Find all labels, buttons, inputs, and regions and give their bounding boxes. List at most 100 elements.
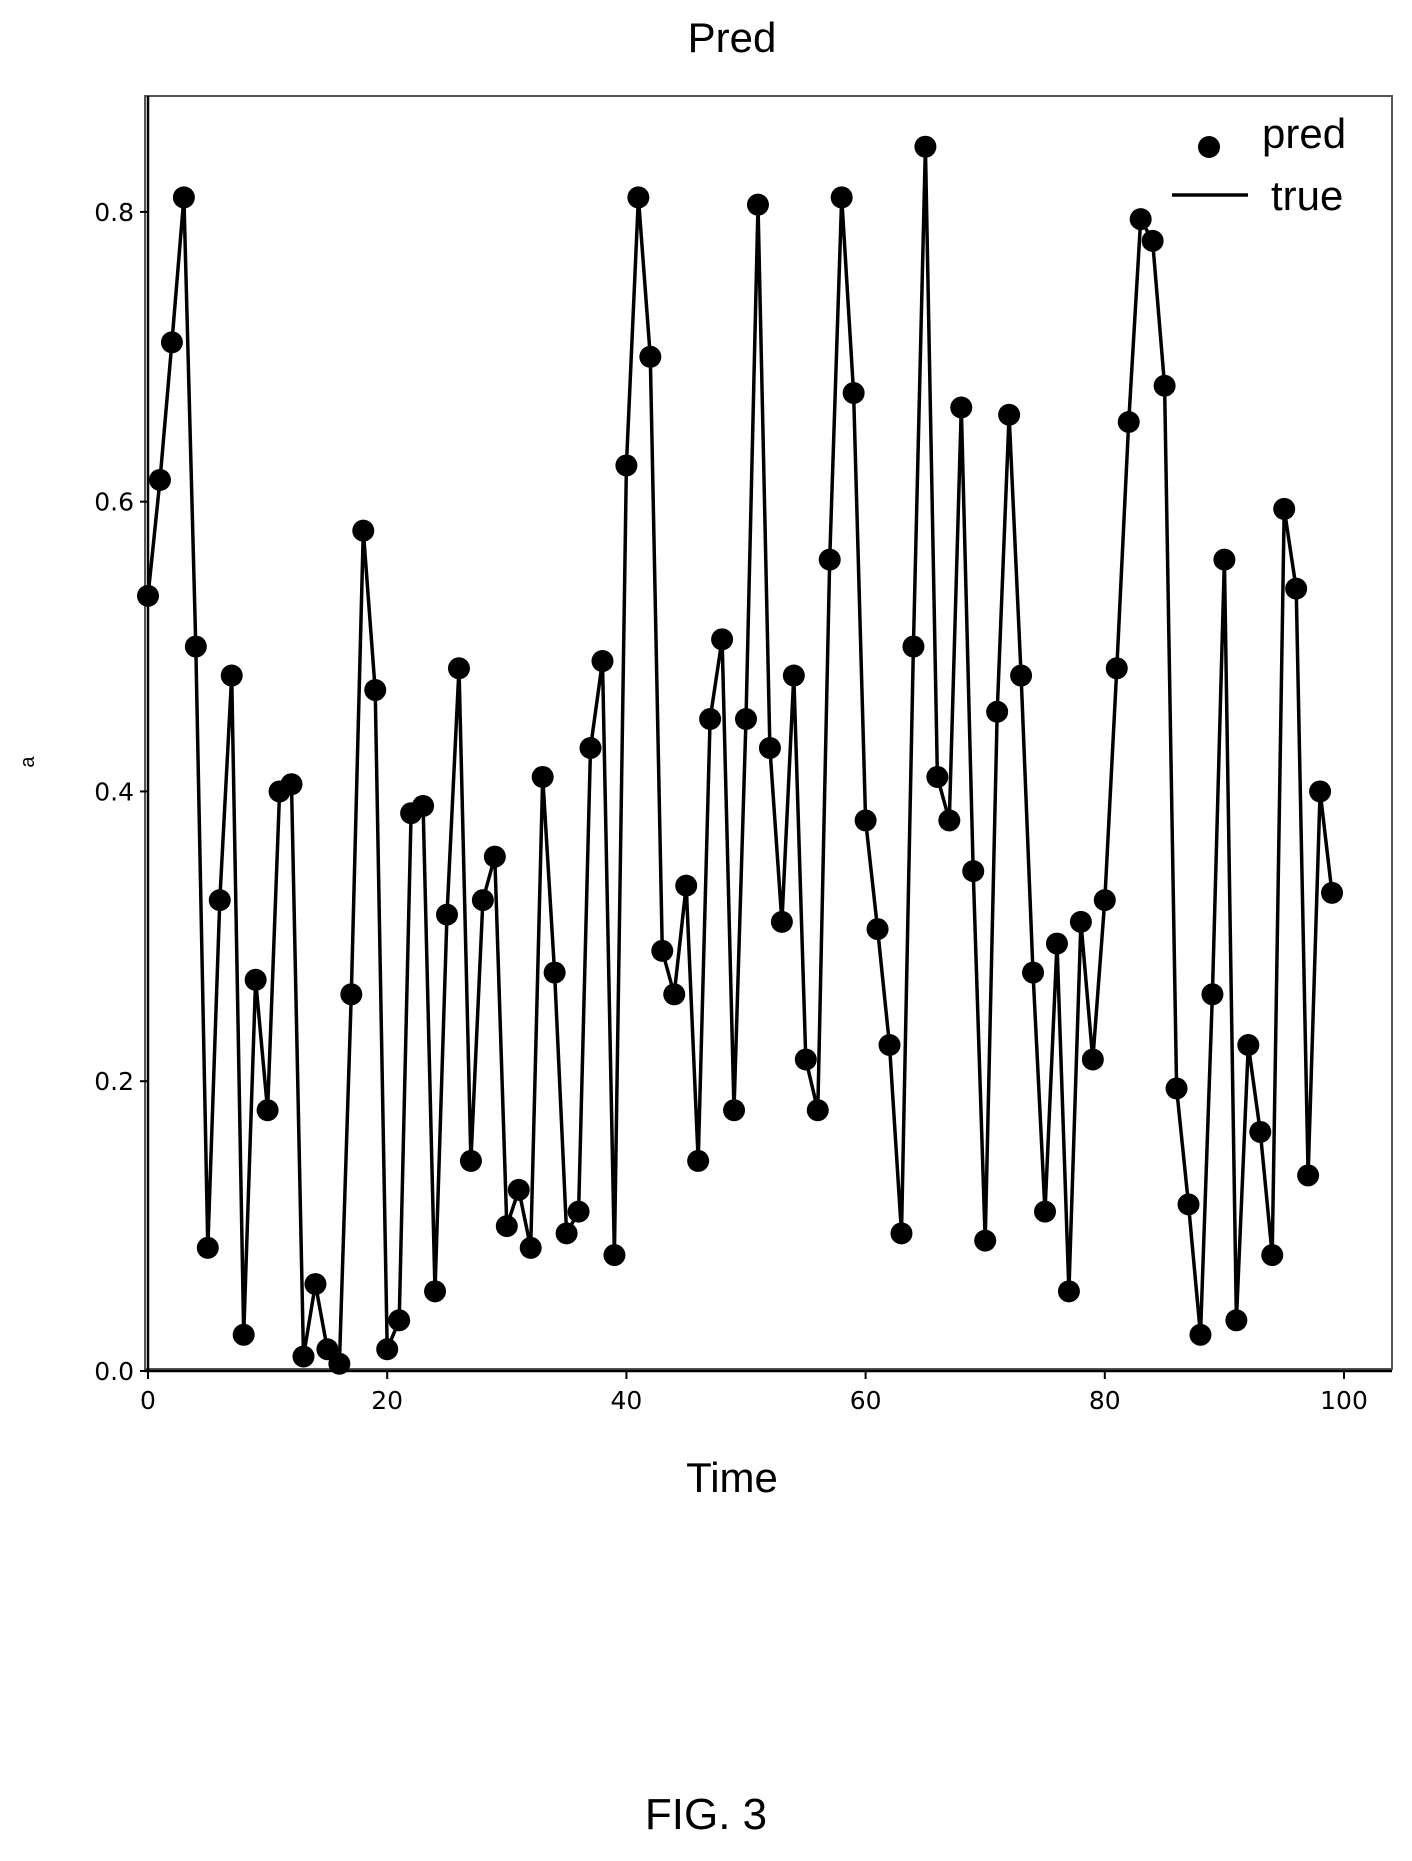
x-tick-label: 80 xyxy=(1089,1386,1121,1415)
pred-point xyxy=(1045,932,1068,955)
pred-point xyxy=(172,186,195,209)
pred-point xyxy=(148,468,171,491)
pred-point xyxy=(471,889,494,912)
pred-point xyxy=(998,403,1021,426)
pred-point xyxy=(579,736,602,759)
pred-point xyxy=(555,1222,578,1245)
pred-point xyxy=(806,1099,829,1122)
pred-point xyxy=(1273,497,1296,520)
pred-point xyxy=(866,918,889,941)
pred-point xyxy=(926,765,949,788)
pred-point xyxy=(1010,664,1033,687)
pred-point xyxy=(758,736,781,759)
pred-point xyxy=(364,679,387,702)
pred-point xyxy=(1081,1048,1104,1071)
pred-point xyxy=(1117,410,1140,433)
pred-point xyxy=(483,845,506,868)
pred-point xyxy=(818,548,841,571)
pred-point xyxy=(651,939,674,962)
pred-point xyxy=(950,396,973,419)
pred-point xyxy=(160,331,183,354)
pred-point xyxy=(352,519,375,542)
pred-point xyxy=(1093,889,1116,912)
pred-point xyxy=(591,650,614,673)
pred-point xyxy=(639,345,662,368)
pred-point xyxy=(543,961,566,984)
x-tick-label: 60 xyxy=(850,1386,882,1415)
pred-point xyxy=(208,889,231,912)
pred-point xyxy=(830,186,853,209)
pred-point xyxy=(723,1099,746,1122)
pred-point xyxy=(412,794,435,817)
pred-point xyxy=(878,1034,901,1057)
pred-point xyxy=(1309,780,1332,803)
pred-point xyxy=(1057,1280,1080,1303)
pred-point xyxy=(196,1236,219,1259)
legend-marker-pred xyxy=(1198,136,1220,158)
pred-point xyxy=(711,628,734,651)
pred-point xyxy=(459,1149,482,1172)
series-line-true xyxy=(146,144,1334,1366)
pred-point xyxy=(1189,1323,1212,1346)
pred-point xyxy=(519,1236,542,1259)
y-tick-label: 0.4 xyxy=(94,777,134,806)
y-axis-label: a xyxy=(17,756,39,768)
pred-point xyxy=(1225,1309,1248,1332)
pred-point xyxy=(902,635,925,658)
pred-point xyxy=(220,664,243,687)
pred-point xyxy=(1237,1034,1260,1057)
pred-point xyxy=(938,809,961,832)
pred-point xyxy=(675,874,698,897)
pred-point xyxy=(244,968,267,991)
pred-point xyxy=(1261,1244,1284,1267)
x-tick-label: 100 xyxy=(1320,1386,1368,1415)
pred-point xyxy=(782,664,805,687)
pred-point xyxy=(292,1345,315,1368)
pred-point xyxy=(495,1215,518,1238)
y-tick-label: 0.0 xyxy=(94,1357,134,1386)
x-tick-label: 20 xyxy=(371,1386,403,1415)
pred-point xyxy=(1165,1077,1188,1100)
figure-caption: FIG. 3 xyxy=(644,1790,768,1839)
pred-point xyxy=(256,1099,279,1122)
pred-point xyxy=(424,1280,447,1303)
chart-title: Pred xyxy=(688,14,777,61)
pred-point xyxy=(1141,229,1164,252)
pred-point xyxy=(137,584,159,607)
pred-point xyxy=(842,382,865,405)
pred-point xyxy=(746,193,769,216)
pred-point xyxy=(890,1222,913,1245)
x-tick-label: 40 xyxy=(610,1386,642,1415)
y-tick-label: 0.6 xyxy=(94,488,134,517)
pred-point xyxy=(184,635,207,658)
pred-point xyxy=(1201,983,1224,1006)
legend-label-pred: pred xyxy=(1262,110,1346,157)
pred-point xyxy=(1129,208,1152,231)
pred-point xyxy=(627,186,650,209)
y-tick-label: 0.2 xyxy=(94,1067,134,1096)
pred-point xyxy=(1105,657,1128,680)
legend-label-true: true xyxy=(1271,172,1343,219)
x-axis-label: Time xyxy=(686,1454,778,1501)
pred-point xyxy=(316,1338,339,1361)
pred-point xyxy=(1034,1200,1056,1223)
pred-point xyxy=(436,903,458,926)
pred-point xyxy=(1177,1193,1200,1216)
pred-point xyxy=(974,1229,997,1252)
pred-point xyxy=(1213,548,1236,571)
pred-point xyxy=(1249,1120,1272,1143)
y-tick-label: 0.8 xyxy=(94,198,134,227)
pred-point xyxy=(1321,881,1344,904)
pred-point xyxy=(340,983,363,1006)
pred-point xyxy=(232,1323,255,1346)
pred-point xyxy=(447,657,470,680)
pred-point xyxy=(794,1048,817,1071)
x-tick-label: 0 xyxy=(140,1386,156,1415)
pred-point xyxy=(1153,374,1176,397)
pred-point xyxy=(687,1149,710,1172)
pred-point xyxy=(615,454,638,477)
pred-point xyxy=(603,1244,626,1267)
pred-point xyxy=(376,1338,399,1361)
pred-point xyxy=(328,1352,351,1375)
